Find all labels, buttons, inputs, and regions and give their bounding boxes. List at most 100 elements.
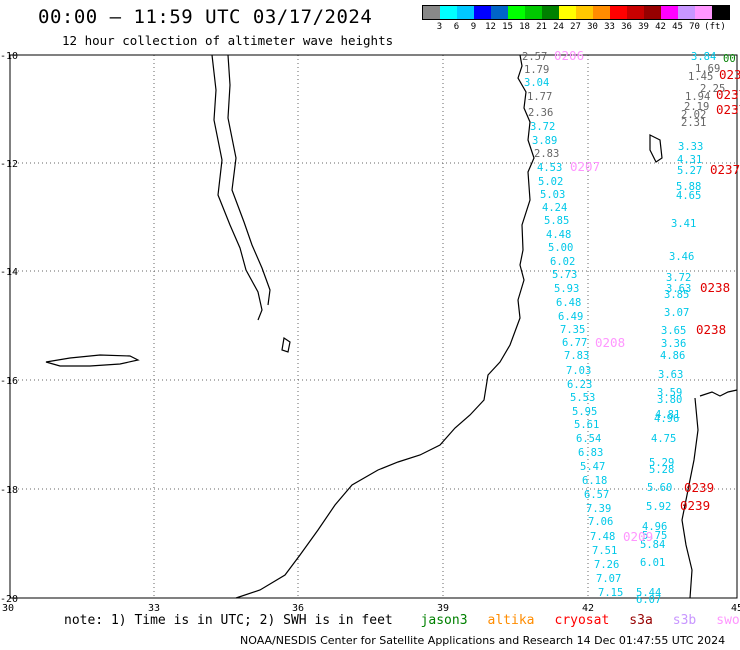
wave-height-label: 4.53 — [537, 162, 562, 174]
wave-height-label: 5.92 — [646, 501, 671, 513]
wave-height-label: 4.81 — [655, 409, 680, 421]
lake-malawi-shore — [211, 54, 263, 321]
wave-height-label: 4.96 — [654, 413, 679, 425]
wave-height-label: 4.48 — [546, 229, 571, 241]
wave-height-label: 5.73 — [552, 269, 577, 281]
latitude-label: -18 — [0, 485, 18, 496]
latitude-label: -12 — [0, 159, 18, 170]
legend-label: 42 — [655, 22, 666, 32]
wave-height-label: 3.59 — [657, 387, 682, 399]
pass-id-label: 0239 — [680, 498, 710, 513]
wave-height-label: 00 — [723, 53, 736, 65]
pass-id-label: 0206 — [554, 48, 584, 63]
wave-height-label: 3.07 — [664, 307, 689, 319]
wave-height-label: 3.63 — [658, 369, 683, 381]
wave-height-label: 4.96 — [642, 521, 667, 533]
wave-height-label: 5.53 — [570, 392, 595, 404]
wave-height-label: 7.39 — [586, 503, 611, 515]
wave-height-label: 7.06 — [588, 516, 613, 528]
wave-height-label: 4.24 — [542, 202, 567, 214]
wave-height-label: 3.04 — [524, 77, 549, 89]
wave-height-label: 5.75 — [642, 530, 667, 542]
legend-swatch — [508, 6, 525, 19]
satellite-key: jason3 altika cryosat s3a s3b swot — [421, 613, 740, 628]
wave-height-label: 6.77 — [562, 337, 587, 349]
wave-height-label: 3.36 — [661, 338, 686, 350]
wave-height-label: 6.02 — [550, 256, 575, 268]
latitude-label: -14 — [0, 267, 18, 278]
wave-height-label: 7.51 — [592, 545, 617, 557]
wave-height-label: 3.80 — [657, 394, 682, 406]
wave-height-label: 7.03 — [566, 365, 591, 377]
wave-height-label: 3.46 — [669, 251, 694, 263]
legend-swatch — [474, 6, 491, 19]
legend-swatch — [440, 6, 457, 19]
legend-label: 36 — [621, 22, 632, 32]
wave-height-label: 1.45 — [688, 71, 713, 83]
wave-height-label: 3.65 — [661, 325, 686, 337]
wave-height-label: 5.93 — [554, 283, 579, 295]
wave-height-label: 5.88 — [676, 181, 701, 193]
legend-swatch — [525, 6, 542, 19]
wave-height-label: 5.29 — [649, 457, 674, 469]
wave-height-label: 4.75 — [651, 433, 676, 445]
legend-label: 3 — [436, 22, 443, 32]
wave-height-label: 2.83 — [534, 148, 559, 160]
pass-id-label: 0209 — [623, 529, 653, 544]
wave-height-label: 3.89 — [532, 135, 557, 147]
legend-label: 45 — [672, 22, 683, 32]
legend-label: 6 — [453, 22, 460, 32]
wave-height-label: 5.27 — [677, 165, 702, 177]
legend-color-bar — [422, 5, 730, 20]
wave-height-label: 5.02 — [538, 176, 563, 188]
legend-swatch — [627, 6, 644, 19]
wave-height-label: 5.95 — [572, 406, 597, 418]
credit-line: NOAA/NESDIS Center for Satellite Applica… — [240, 634, 726, 647]
wave-height-label: 2.25 — [700, 83, 725, 95]
wave-height-label: 3.63 — [666, 283, 691, 295]
legend-swatch — [576, 6, 593, 19]
legend-swatch — [695, 6, 712, 19]
wave-height-label: 6.54 — [576, 433, 601, 445]
pass-id-label: 0238 — [700, 280, 730, 295]
wave-height-label: 4.86 — [660, 350, 685, 362]
wave-height-label: 7.15 — [598, 587, 623, 599]
note-line: note: 1) Time is in UTC; 2) SWH is in fe… — [64, 613, 740, 628]
wave-height-label: 6.07 — [636, 594, 661, 606]
legend-label: 18 — [519, 22, 530, 32]
wave-height-label: 1.79 — [524, 64, 549, 76]
latitude-label: -20 — [0, 594, 18, 605]
longitude-label: 39 — [437, 603, 449, 614]
legend-label: 21 — [536, 22, 547, 32]
wave-height-label: 5.61 — [574, 419, 599, 431]
longitude-label: 36 — [292, 603, 304, 614]
wave-height-label: 6.23 — [567, 379, 592, 391]
wave-height-label: 7.07 — [596, 573, 621, 585]
satellite-key-altika: altika — [487, 613, 535, 628]
wave-height-label: 7.83 — [564, 350, 589, 362]
latitude-label: -10 — [0, 51, 18, 62]
longitude-label: 33 — [148, 603, 160, 614]
coastline — [45, 54, 738, 599]
wave-height-label: 3.85 — [664, 289, 689, 301]
legend-label: 12 — [485, 22, 496, 32]
wave-height-label: 5.60 — [647, 482, 672, 494]
legend-swatch — [423, 6, 440, 19]
africa-coastline — [235, 54, 535, 599]
wave-height-label: 1.69 — [695, 63, 720, 75]
longitude-label: 45 — [731, 603, 740, 614]
legend-label: 39 — [638, 22, 649, 32]
wave-height-label: 2.19 — [684, 101, 709, 113]
wave-height-label: 7.35 — [560, 324, 585, 336]
wave-height-label: 2.57 — [522, 51, 547, 63]
wave-height-label: 5.85 — [544, 215, 569, 227]
lat-lon-grid — [10, 55, 737, 598]
legend-label: 70 — [689, 22, 700, 32]
wave-height-label: 5.84 — [640, 539, 665, 551]
legend-label: (ft) — [704, 22, 726, 32]
wave-height-label: 7.48 — [590, 531, 615, 543]
wave-height-label: 6.49 — [558, 311, 583, 323]
legend-swatch — [644, 6, 661, 19]
map-frame — [9, 54, 738, 599]
